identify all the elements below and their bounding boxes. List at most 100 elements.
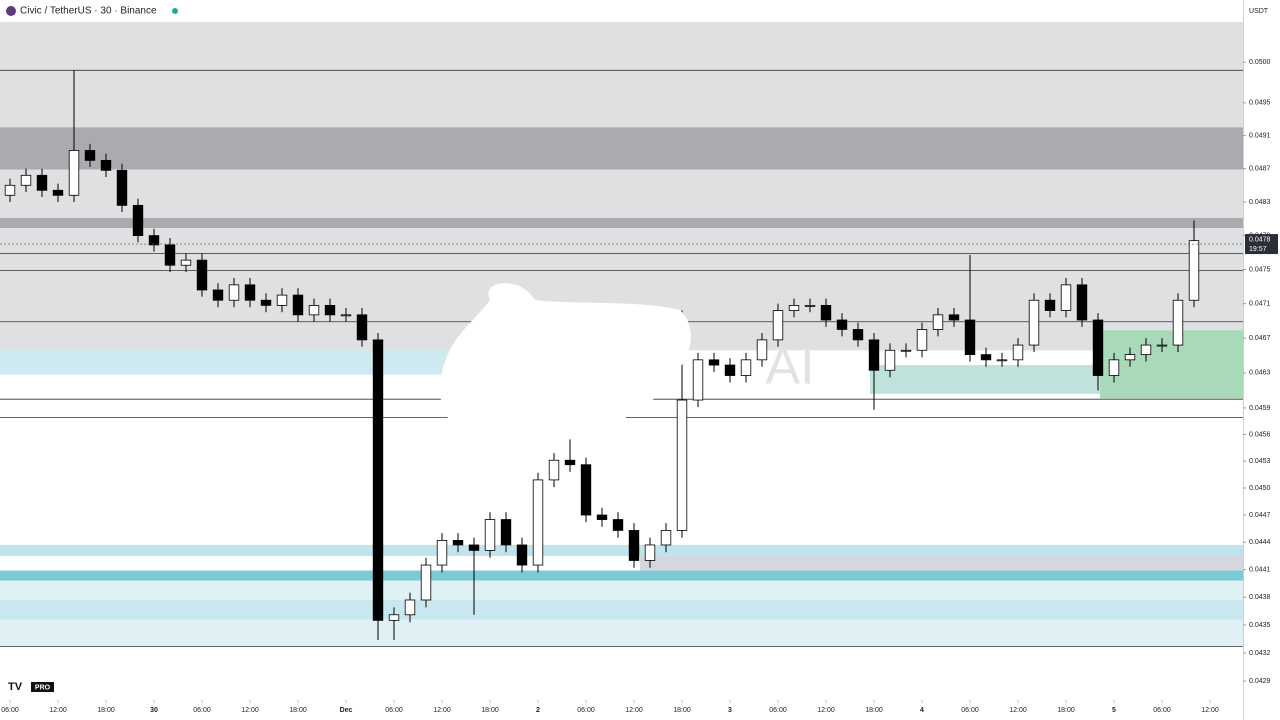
- candle-body: [1124, 354, 1136, 361]
- candle-body: [244, 284, 256, 301]
- x-tick-label: 12:00: [1201, 707, 1219, 714]
- y-tick-label: 0.0500: [1249, 59, 1271, 66]
- candle-body: [964, 319, 976, 356]
- candle-body: [260, 299, 272, 306]
- y-tick-label: 0.0450: [1249, 485, 1271, 492]
- zone: [0, 22, 1243, 351]
- currency[interactable]: USDT: [1249, 8, 1269, 15]
- candle-body: [580, 464, 592, 516]
- y-tick-label: 0.0435: [1249, 622, 1271, 629]
- last-price-label: 0.0478: [1249, 236, 1271, 243]
- x-tick-label: 12:00: [817, 707, 835, 714]
- candle-body: [708, 359, 720, 366]
- x-tick-label: 3: [728, 707, 732, 714]
- candle-body: [340, 314, 352, 317]
- y-tick-label: 0.0459: [1249, 405, 1271, 412]
- obscured-area: [440, 283, 691, 446]
- candle-body: [372, 339, 384, 621]
- candle-body: [116, 169, 128, 206]
- y-tick-label: 0.0432: [1249, 650, 1271, 657]
- candle-body: [884, 349, 896, 371]
- candle-body: [772, 310, 784, 341]
- x-tick-label: 12:00: [49, 707, 67, 714]
- y-tick-label: 0.0467: [1249, 335, 1271, 342]
- candle-body: [1028, 299, 1040, 346]
- candle-body: [996, 359, 1008, 362]
- symbol-title: Civic / TetherUS · 30 · Binance: [20, 6, 157, 17]
- candle-body: [532, 479, 544, 566]
- candle-body: [500, 519, 512, 546]
- candle-body: [4, 184, 16, 196]
- candle-body: [1012, 344, 1024, 361]
- candle-body: [788, 304, 800, 311]
- x-tick-label: Dec: [340, 707, 353, 714]
- svg-text:TV: TV: [8, 681, 23, 693]
- y-tick-label: 0.0475: [1249, 266, 1271, 273]
- x-tick-label: 18:00: [289, 707, 307, 714]
- price-axis-bg: [1243, 0, 1280, 720]
- candle-body: [916, 329, 928, 351]
- x-tick-label: 5: [1112, 707, 1116, 714]
- x-tick-label: 30: [150, 707, 158, 714]
- candle-body: [1060, 284, 1072, 311]
- candle-body: [276, 294, 288, 306]
- candle-body: [1076, 284, 1088, 321]
- candle-body: [20, 174, 32, 186]
- zone: [0, 544, 1243, 556]
- header-bar: [0, 0, 1243, 22]
- candle-body: [100, 159, 112, 171]
- candle-body: [436, 540, 448, 566]
- zone: [1100, 330, 1243, 399]
- candle-body: [724, 364, 736, 376]
- x-tick-label: 2: [536, 707, 540, 714]
- y-tick-label: 0.0483: [1249, 199, 1271, 206]
- x-tick-label: 18:00: [481, 707, 499, 714]
- y-tick-label: 0.0438: [1249, 594, 1271, 601]
- y-tick-label: 0.0441: [1249, 566, 1271, 573]
- candle-body: [660, 530, 672, 546]
- y-tick-label: 0.0453: [1249, 458, 1271, 465]
- candle-body: [756, 339, 768, 361]
- candle-body: [868, 339, 880, 371]
- x-tick-label: 4: [920, 707, 924, 714]
- candle-body: [1108, 359, 1120, 376]
- candle-body: [420, 564, 432, 601]
- candle-body: [692, 359, 704, 401]
- candles: [4, 70, 1200, 640]
- candle-body: [804, 304, 816, 307]
- candle-body: [1092, 319, 1104, 376]
- candle-body: [820, 304, 832, 321]
- candle-body: [484, 519, 496, 551]
- candle-body: [676, 399, 688, 531]
- candle-body: [356, 314, 368, 341]
- candle-body: [548, 459, 560, 481]
- x-tick-label: 06:00: [385, 707, 403, 714]
- candle-body: [68, 150, 80, 196]
- candle-body: [900, 349, 912, 352]
- candle-body: [404, 599, 416, 616]
- candle-body: [164, 244, 176, 266]
- candle-body: [308, 304, 320, 316]
- x-tick-label: 12:00: [433, 707, 451, 714]
- candle-body: [180, 259, 192, 266]
- zone: [0, 599, 1243, 620]
- x-tick-label: 06:00: [193, 707, 211, 714]
- y-tick-label: 0.0491: [1249, 132, 1271, 139]
- candle-body: [612, 519, 624, 531]
- x-tick-label: 06:00: [1, 707, 19, 714]
- candle-body: [1140, 344, 1152, 356]
- candle-body: [84, 150, 96, 161]
- x-tick-label: 06:00: [961, 707, 979, 714]
- y-tick-label: 0.0463: [1249, 370, 1271, 377]
- candle-body: [1188, 240, 1200, 301]
- candle-body: [388, 614, 400, 621]
- candle-body: [644, 544, 656, 561]
- candle-body: [292, 294, 304, 316]
- candle-body: [36, 174, 48, 191]
- candle-body: [1156, 344, 1168, 347]
- candle-body: [196, 259, 208, 291]
- candle-body: [516, 544, 528, 566]
- x-tick-label: 18:00: [1057, 707, 1075, 714]
